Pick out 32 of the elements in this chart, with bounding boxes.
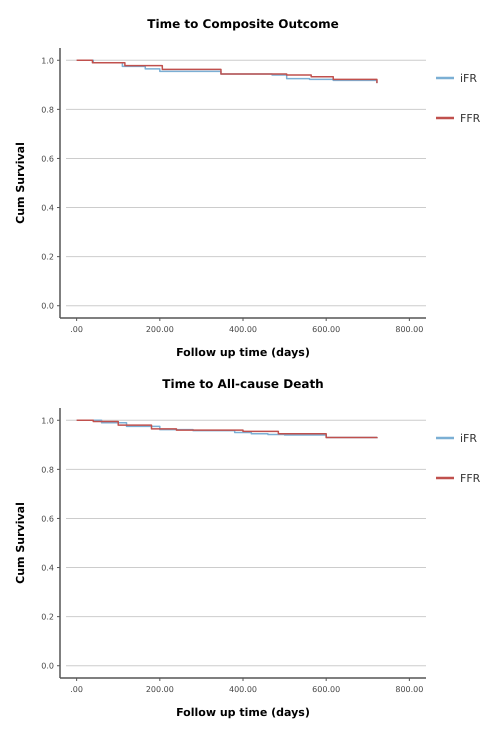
y-tick-label: 1.0: [41, 416, 54, 426]
x-tick-label: 800.00: [395, 685, 424, 694]
legend-label: FFR: [460, 472, 481, 485]
y-tick-label: 0.6: [41, 154, 54, 164]
legend-label: iFR: [460, 432, 478, 445]
x-tick-label: 800.00: [395, 325, 424, 334]
y-tick-label: 0.2: [41, 252, 54, 262]
y-axis-title: Cum Survival: [14, 142, 27, 224]
y-tick-label: 0.4: [41, 204, 54, 213]
y-tick-label: 0.6: [41, 514, 54, 524]
x-axis-title: Follow up time (days): [176, 706, 310, 719]
x-tick-label: 600.00: [312, 685, 340, 694]
y-tick-label: 0.4: [41, 564, 54, 573]
y-tick-label: 0.0: [41, 302, 54, 311]
chart-title: Time to All-cause Death: [162, 377, 324, 391]
y-tick-label: 0.0: [41, 662, 54, 671]
y-tick-label: 0.8: [41, 465, 54, 474]
y-tick-label: 0.2: [41, 612, 54, 622]
x-tick-label: .00: [70, 685, 84, 694]
x-tick-label: 400.00: [229, 685, 257, 694]
x-tick-label: 400.00: [229, 325, 257, 334]
legend-label: iFR: [460, 72, 478, 85]
x-axis-title: Follow up time (days): [176, 346, 310, 359]
x-tick-label: .00: [70, 325, 84, 334]
y-tick-label: 0.8: [41, 105, 54, 114]
x-tick-label: 600.00: [312, 325, 340, 334]
x-tick-label: 200.00: [146, 325, 174, 334]
x-tick-label: 200.00: [146, 685, 174, 694]
y-axis-title: Cum Survival: [14, 502, 27, 584]
y-tick-label: 1.0: [41, 56, 54, 66]
chart-title: Time to Composite Outcome: [147, 17, 339, 31]
legend-label: FFR: [460, 112, 481, 125]
